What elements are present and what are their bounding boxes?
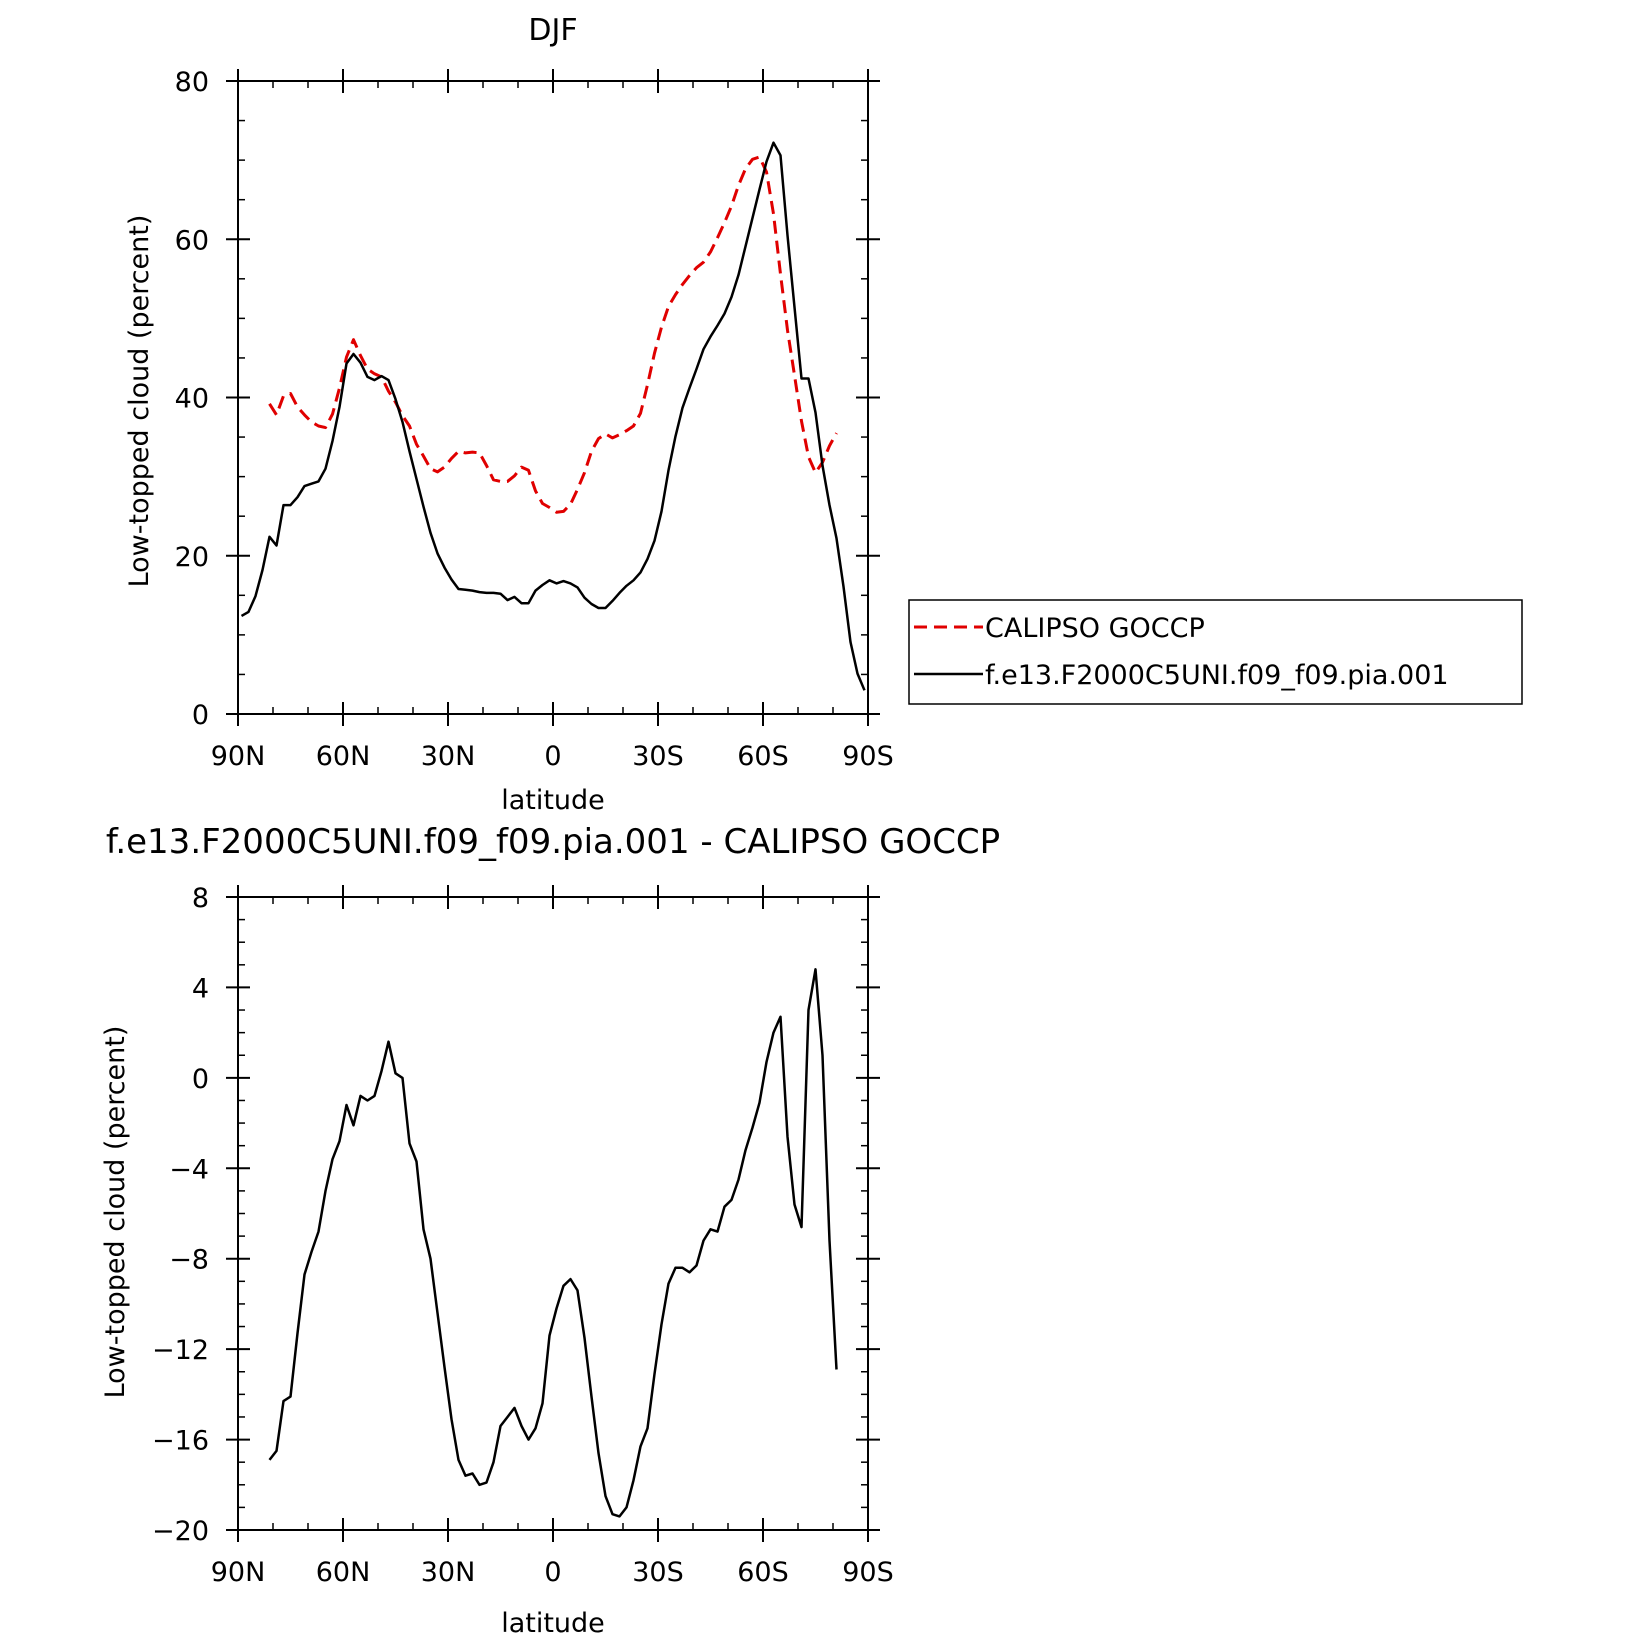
- bottom-x-tick-label: 30N: [421, 1557, 476, 1588]
- bottom-y-tick-label: −8: [169, 1245, 209, 1276]
- bottom-y-tick-label: 8: [192, 883, 209, 914]
- top-x-tick-label: 30S: [632, 741, 684, 772]
- legend-label-calipso: CALIPSO GOCCP: [985, 613, 1205, 644]
- legend-box: [908, 599, 1523, 705]
- legend-label-model: f.e13.F2000C5UNI.f09_f09.pia.001: [985, 660, 1449, 691]
- top-x-tick-label: 60N: [316, 741, 371, 772]
- top-y-tick-label: 80: [175, 67, 209, 98]
- bottom-plot-series: [268, 968, 838, 1518]
- top-x-tick-label: 30N: [421, 741, 476, 772]
- bottom-y-tick-label: −12: [152, 1335, 209, 1366]
- top-x-tick-label: 0: [544, 741, 561, 772]
- bottom-panel: f.e13.F2000C5UNI.f09_f09.pia.001 - CALIP…: [100, 822, 1000, 1639]
- bottom-x-tick-label: 60S: [737, 1557, 789, 1588]
- top-y-axis-label: Low-topped cloud (percent): [124, 215, 155, 588]
- top-y-tick-label: 20: [175, 542, 209, 573]
- top-x-tick-label: 60S: [737, 741, 789, 772]
- top-x-axis-label: latitude: [501, 785, 605, 816]
- bottom-y-tick-label: −16: [152, 1426, 209, 1457]
- bottom-x-tick-label: 90N: [211, 1557, 266, 1588]
- top-series-line-1: [240, 141, 866, 691]
- bottom-x-tick-label: 90S: [842, 1557, 894, 1588]
- top-panel: DJF Low-topped cloud (percent) latitude …: [124, 13, 1523, 816]
- top-axis-ticks: 90N 60N 30N 0 30S 60S 90S 0 20 40 60 80: [175, 67, 894, 772]
- bottom-x-tick-label: 30S: [632, 1557, 684, 1588]
- bottom-x-tick-label: 0: [544, 1557, 561, 1588]
- bottom-chart-title: f.e13.F2000C5UNI.f09_f09.pia.001 - CALIP…: [106, 822, 1000, 862]
- bottom-y-tick-label: −20: [152, 1516, 209, 1547]
- top-x-tick-label: 90S: [842, 741, 894, 772]
- bottom-y-axis-label: Low-topped cloud (percent): [100, 1026, 131, 1399]
- top-x-tick-label: 90N: [211, 741, 266, 772]
- top-y-tick-label: 40: [175, 384, 209, 415]
- bottom-series-line-0: [268, 968, 838, 1518]
- top-plot-series: [240, 141, 866, 691]
- bottom-y-tick-label: 4: [192, 973, 209, 1004]
- top-y-tick-label: 0: [192, 700, 209, 731]
- top-chart-title: DJF: [528, 13, 577, 48]
- top-plot-frame: [237, 80, 869, 715]
- bottom-x-tick-label: 60N: [316, 1557, 371, 1588]
- bottom-plot-frame: [237, 896, 869, 1531]
- bottom-axis-ticks: 90N 60N 30N 0 30S 60S 90S 8 4 0 −4 −8 −12 −16 −20: [152, 883, 894, 1588]
- top-series-line-0: [268, 155, 838, 514]
- bottom-y-tick-label: −4: [169, 1154, 209, 1185]
- bottom-x-axis-label: latitude: [501, 1608, 605, 1639]
- bottom-y-tick-label: 0: [192, 1064, 209, 1095]
- legend: CALIPSO GOCCP f.e13.F2000C5UNI.f09_f09.p…: [908, 599, 1523, 705]
- top-y-tick-label: 60: [175, 225, 209, 256]
